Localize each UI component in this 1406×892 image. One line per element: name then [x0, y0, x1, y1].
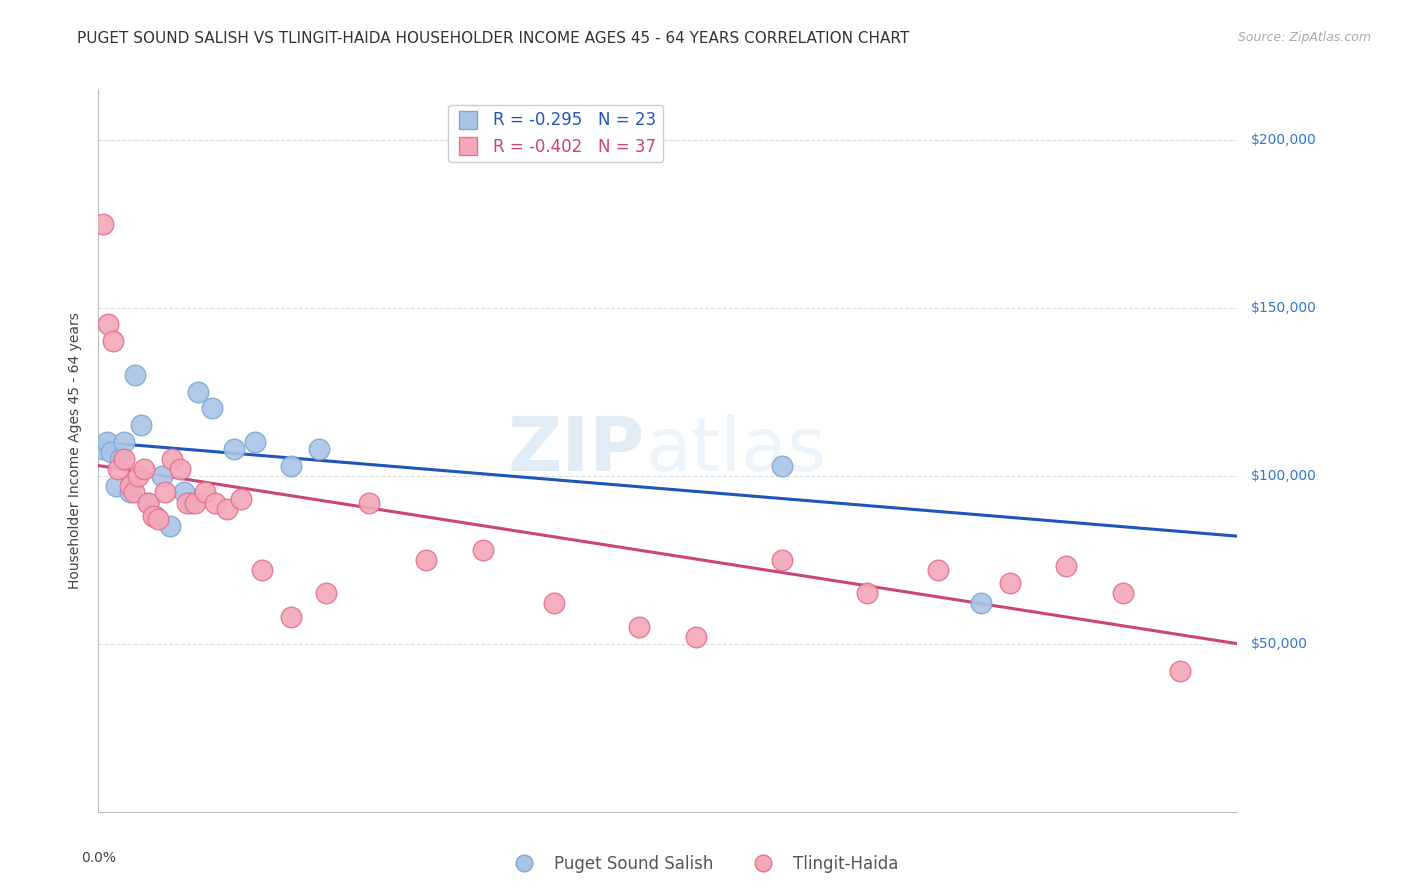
Point	[280, 458, 302, 473]
Text: atlas: atlas	[645, 414, 827, 487]
Point	[201, 401, 224, 416]
Point	[96, 435, 118, 450]
Point	[127, 468, 149, 483]
Point	[315, 586, 337, 600]
Point	[107, 462, 129, 476]
Text: $200,000: $200,000	[1251, 133, 1317, 146]
Point	[187, 384, 209, 399]
Point	[148, 512, 170, 526]
Text: $100,000: $100,000	[1251, 468, 1317, 483]
Point	[280, 609, 302, 624]
Point	[155, 485, 177, 500]
Point	[162, 451, 184, 466]
Point	[91, 217, 114, 231]
Text: $50,000: $50,000	[1251, 637, 1308, 650]
Point	[357, 495, 380, 509]
Point	[108, 451, 131, 466]
Text: ZIP: ZIP	[508, 414, 645, 487]
Point	[136, 495, 159, 509]
Point	[112, 435, 135, 450]
Point	[1112, 586, 1135, 600]
Point	[998, 576, 1021, 591]
Point	[250, 563, 273, 577]
Point	[136, 495, 159, 509]
Point	[471, 542, 494, 557]
Point	[204, 495, 226, 509]
Y-axis label: Householder Income Ages 45 - 64 years: Householder Income Ages 45 - 64 years	[69, 312, 83, 589]
Text: 0.0%: 0.0%	[82, 852, 115, 865]
Point	[415, 552, 437, 566]
Point	[222, 442, 245, 456]
Point	[215, 502, 238, 516]
Point	[118, 485, 141, 500]
Point	[152, 468, 174, 483]
Point	[132, 462, 155, 476]
Point	[1170, 664, 1192, 678]
Point	[243, 435, 266, 450]
Point	[184, 495, 207, 509]
Legend: R = -0.295   N = 23, R = -0.402   N = 37: R = -0.295 N = 23, R = -0.402 N = 37	[449, 104, 664, 162]
Point	[770, 552, 793, 566]
Point	[169, 462, 191, 476]
Point	[112, 451, 135, 466]
Point	[100, 445, 122, 459]
Point	[685, 630, 707, 644]
Point	[856, 586, 879, 600]
Point	[101, 334, 124, 349]
Point	[176, 495, 198, 509]
Point	[97, 318, 120, 332]
Text: PUGET SOUND SALISH VS TLINGIT-HAIDA HOUSEHOLDER INCOME AGES 45 - 64 YEARS CORREL: PUGET SOUND SALISH VS TLINGIT-HAIDA HOUS…	[77, 31, 910, 46]
Text: $150,000: $150,000	[1251, 301, 1317, 315]
Point	[104, 479, 127, 493]
Point	[122, 485, 145, 500]
Point	[770, 458, 793, 473]
Point	[1056, 559, 1078, 574]
Point	[129, 418, 152, 433]
Point	[91, 442, 114, 456]
Point	[145, 508, 167, 523]
Point	[141, 508, 163, 523]
Point	[970, 596, 993, 610]
Point	[159, 519, 181, 533]
Legend: Puget Sound Salish, Tlingit-Haida: Puget Sound Salish, Tlingit-Haida	[501, 848, 905, 880]
Point	[124, 368, 146, 382]
Text: Source: ZipAtlas.com: Source: ZipAtlas.com	[1237, 31, 1371, 45]
Point	[194, 485, 217, 500]
Point	[173, 485, 195, 500]
Point	[927, 563, 949, 577]
Point	[180, 495, 202, 509]
Point	[628, 620, 651, 634]
Point	[543, 596, 565, 610]
Point	[118, 479, 141, 493]
Point	[229, 492, 252, 507]
Point	[308, 442, 330, 456]
